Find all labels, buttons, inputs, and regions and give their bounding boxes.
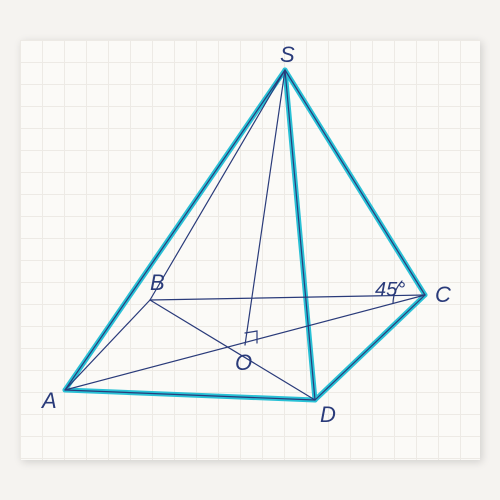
edge-SC	[285, 70, 425, 295]
label-O: O	[235, 350, 252, 375]
edge-AB	[65, 300, 150, 390]
edge-DA	[65, 390, 315, 400]
edge-SB	[150, 70, 285, 300]
diagonal-BD	[150, 300, 315, 400]
label-S: S	[280, 42, 295, 67]
pyramid-diagram: S A B C D O 45°	[20, 40, 480, 460]
label-D: D	[320, 402, 336, 427]
edge-SA	[65, 70, 285, 390]
label-angle-45: 45°	[375, 279, 405, 301]
label-C: C	[435, 282, 451, 307]
edge-SD	[285, 70, 315, 400]
edge-CD	[315, 295, 425, 400]
label-A: A	[40, 388, 57, 413]
altitude-SO	[245, 70, 285, 345]
paper-sheet: S A B C D O 45°	[20, 40, 480, 460]
label-B: B	[150, 270, 165, 295]
